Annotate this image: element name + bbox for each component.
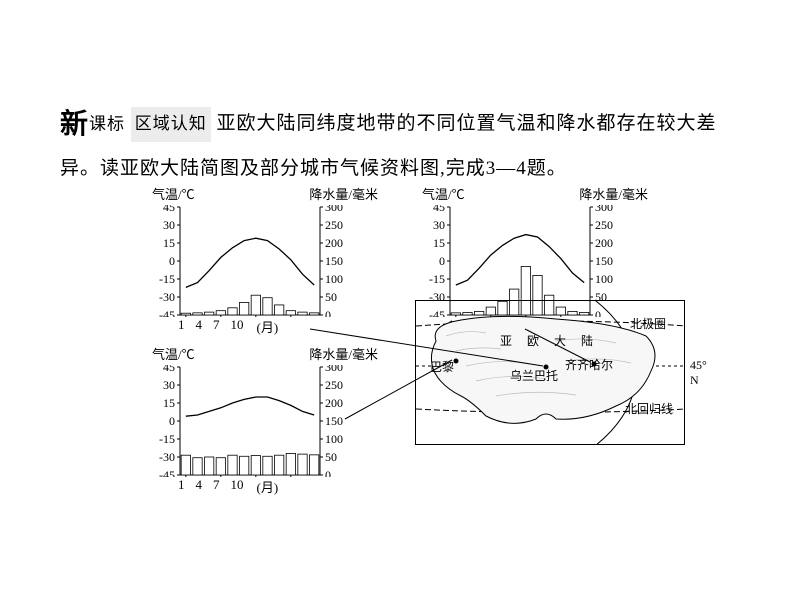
svg-text:-45: -45 <box>159 308 175 317</box>
svg-text:-30: -30 <box>159 450 175 464</box>
climate-chart-1: 气温/℃ 降水量/毫米 4530150-15-30-45300250200150… <box>150 184 380 336</box>
temp-axis-label: 气温/℃ <box>152 344 195 363</box>
tropic-label: 北回归线 <box>625 400 673 417</box>
lat45-label: 45° N <box>690 358 715 388</box>
svg-text:30: 30 <box>433 218 445 232</box>
svg-text:0: 0 <box>325 468 331 477</box>
svg-text:50: 50 <box>325 450 337 464</box>
kebiao-label: 课标 <box>89 114 125 133</box>
xin-char: 新 <box>60 98 89 151</box>
precip-axis-label: 降水量/毫米 <box>309 344 378 363</box>
svg-text:0: 0 <box>325 308 331 317</box>
svg-text:300: 300 <box>325 365 343 374</box>
city-ulaanbaatar: 乌兰巴托 <box>510 367 558 384</box>
svg-text:45: 45 <box>163 365 175 374</box>
svg-text:15: 15 <box>163 396 175 410</box>
intro-line-2: 异。读亚欧大陆简图及部分城市气候资料图,完成3—4题。 <box>60 151 746 187</box>
svg-text:250: 250 <box>325 218 343 232</box>
svg-text:100: 100 <box>325 432 343 446</box>
month-7: 7 <box>213 477 220 496</box>
month-unit: (月) <box>257 477 279 496</box>
precip-axis-label: 降水量/毫米 <box>579 184 648 203</box>
month-10: 10 <box>231 477 244 496</box>
svg-text:30: 30 <box>163 378 175 392</box>
xaxis-3: 1 4 7 10 (月) <box>150 477 380 496</box>
month-10: 10 <box>231 317 244 336</box>
svg-text:0: 0 <box>169 254 175 268</box>
svg-text:200: 200 <box>325 236 343 250</box>
continent-label: 亚 欧 大 陆 <box>500 332 599 349</box>
climate-chart-3: 气温/℃ 降水量/毫米 4530150-15-30-45300250200150… <box>150 344 380 496</box>
svg-text:150: 150 <box>325 414 343 428</box>
city-paris: 巴黎 <box>430 358 454 375</box>
svg-text:300: 300 <box>595 205 613 214</box>
month-4: 4 <box>196 317 203 336</box>
svg-text:150: 150 <box>595 254 613 268</box>
intro-line-1: 新课标 区域认知 亚欧大陆同纬度地带的不同位置气温和降水都存在较大差 <box>60 98 746 151</box>
month-1: 1 <box>178 477 185 496</box>
svg-text:50: 50 <box>325 290 337 304</box>
svg-text:200: 200 <box>325 396 343 410</box>
xaxis-1: 1 4 7 10 (月) <box>150 317 380 336</box>
svg-text:45: 45 <box>433 205 445 214</box>
svg-text:250: 250 <box>325 378 343 392</box>
month-1: 1 <box>178 317 185 336</box>
eurasia-map: 亚 欧 大 陆 北极圈 北回归线 45° N 巴黎 乌兰巴托 齐齐哈尔 <box>415 300 715 450</box>
svg-text:150: 150 <box>325 254 343 268</box>
svg-text:100: 100 <box>325 272 343 286</box>
svg-text:0: 0 <box>169 414 175 428</box>
svg-text:-30: -30 <box>159 290 175 304</box>
svg-text:-45: -45 <box>159 468 175 477</box>
quyu-badge: 区域认知 <box>131 107 211 141</box>
city-qiqihar: 齐齐哈尔 <box>565 356 613 373</box>
svg-text:300: 300 <box>325 205 343 214</box>
svg-text:100: 100 <box>595 272 613 286</box>
svg-text:200: 200 <box>595 236 613 250</box>
svg-text:-15: -15 <box>429 272 445 286</box>
temp-axis-label: 气温/℃ <box>422 184 465 203</box>
month-4: 4 <box>196 477 203 496</box>
arctic-label: 北极圈 <box>630 315 666 332</box>
svg-text:15: 15 <box>163 236 175 250</box>
svg-text:45: 45 <box>163 205 175 214</box>
month-unit: (月) <box>257 317 279 336</box>
precip-axis-label: 降水量/毫米 <box>309 184 378 203</box>
svg-text:0: 0 <box>439 254 445 268</box>
intro-text-1: 亚欧大陆同纬度地带的不同位置气温和降水都存在较大差 <box>217 113 717 134</box>
month-7: 7 <box>213 317 220 336</box>
chart-svg-3: 4530150-15-30-45300250200150100500 <box>150 365 350 477</box>
svg-text:15: 15 <box>433 236 445 250</box>
temp-axis-label: 气温/℃ <box>152 184 195 203</box>
chart-svg-1: 4530150-15-30-45300250200150100500 <box>150 205 350 317</box>
svg-text:-15: -15 <box>159 432 175 446</box>
svg-text:30: 30 <box>163 218 175 232</box>
svg-text:250: 250 <box>595 218 613 232</box>
svg-text:-15: -15 <box>159 272 175 286</box>
